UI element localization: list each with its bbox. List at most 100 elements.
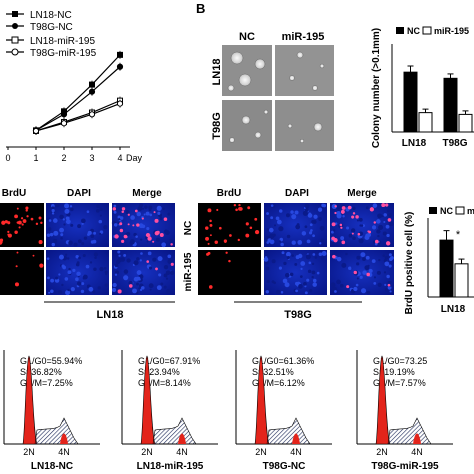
dapi-nucleus (64, 277, 69, 281)
dapi-nucleus (65, 216, 70, 221)
s-phase-fill (266, 417, 311, 445)
colony-spot (230, 51, 244, 65)
cell-cycle-g2-text: G2/M=8.14% (138, 378, 191, 388)
dapi-nucleus (304, 203, 310, 209)
growth-series-line (35, 100, 121, 132)
microscopy-tile-brdu (0, 250, 44, 295)
dapi-nucleus (148, 266, 153, 270)
dapi-nucleus (64, 203, 70, 209)
brdu-signal (26, 215, 29, 218)
colony-row-label-ln18: LN18 (211, 59, 223, 86)
s-phase-fill (152, 417, 197, 445)
dapi-nucleus (167, 212, 171, 216)
dapi-nucleus (161, 242, 167, 248)
dapi-nucleus (382, 254, 385, 257)
brdu-signal (4, 220, 8, 224)
dapi-nucleus (294, 281, 299, 286)
dapi-nucleus (295, 224, 301, 230)
dapi-nucleus (62, 265, 67, 270)
colony-spot (238, 73, 252, 87)
dapi-nucleus (278, 266, 282, 270)
brdu-signal (25, 209, 28, 212)
growth-x-tick: 3 (89, 153, 94, 163)
growth-data-point (89, 81, 95, 88)
dapi-nucleus (307, 269, 312, 274)
dapi-nucleus (166, 289, 171, 294)
brdu-signal (339, 223, 343, 227)
brdu-signal (112, 207, 117, 211)
dapi-nucleus (298, 253, 303, 259)
dapi-nucleus (118, 254, 121, 257)
brdu-signal (334, 205, 337, 208)
dapi-nucleus (310, 229, 313, 232)
growth-x-tick: 4 (117, 153, 122, 163)
dapi-nucleus (92, 290, 96, 294)
dapi-nucleus (386, 209, 390, 213)
dapi-nucleus (141, 207, 144, 210)
dapi-nucleus (55, 203, 60, 208)
dapi-nucleus (83, 236, 88, 240)
dapi-nucleus (367, 264, 370, 267)
dapi-nucleus (114, 273, 118, 276)
dapi-nucleus (47, 276, 50, 280)
brdu-signal (14, 214, 18, 219)
dapi-nucleus (386, 274, 390, 279)
dapi-nucleus (337, 215, 340, 219)
brdu-signal (134, 209, 138, 213)
dapi-nucleus (54, 278, 60, 283)
dapi-nucleus (80, 289, 85, 294)
brdu-signal (247, 206, 251, 210)
dapi-nucleus (69, 205, 73, 208)
brdu-signal (332, 254, 336, 259)
bar-mir195 (418, 112, 433, 133)
dapi-nucleus (139, 259, 142, 262)
dapi-nucleus (165, 277, 169, 280)
dapi-nucleus (376, 270, 381, 275)
dapi-nucleus (284, 282, 290, 288)
colony-x-label-t98g: T98G (442, 138, 467, 149)
brdu-col-label-dapi-t98g: DAPI (285, 188, 309, 199)
brdu-signal (334, 211, 337, 215)
dapi-nucleus (114, 270, 120, 275)
dapi-nucleus (376, 219, 381, 224)
dapi-nucleus (57, 290, 63, 295)
dapi-nucleus (63, 223, 66, 226)
dapi-nucleus (156, 205, 162, 211)
dapi-nucleus (90, 240, 95, 244)
dapi-nucleus (312, 253, 316, 256)
dapi-nucleus (336, 279, 341, 285)
dapi-nucleus (82, 253, 86, 258)
dapi-nucleus (374, 242, 378, 246)
dapi-nucleus (271, 259, 276, 264)
brdu-signal (163, 217, 168, 221)
dapi-nucleus (362, 257, 366, 261)
dapi-nucleus (312, 278, 317, 283)
dapi-nucleus (60, 236, 63, 240)
brdu-signal (25, 206, 29, 210)
colony-y-label: Colony number (>0.1mm) (371, 28, 382, 148)
dapi-nucleus (70, 223, 74, 227)
brdu-signal (14, 282, 19, 287)
dapi-nucleus (278, 240, 281, 243)
dapi-nucleus (123, 253, 127, 257)
brdu-signal (237, 238, 240, 242)
brdu-signal (159, 233, 164, 237)
dapi-nucleus (356, 277, 359, 280)
dapi-nucleus (311, 275, 314, 279)
dapi-nucleus (387, 281, 391, 284)
colony-spot (287, 123, 293, 129)
dapi-nucleus (67, 270, 72, 275)
dapi-nucleus (348, 233, 353, 238)
dapi-nucleus (67, 288, 70, 292)
dapi-nucleus (75, 255, 79, 259)
dapi-nucleus (312, 282, 317, 287)
brdu-signal (21, 223, 24, 226)
brdu-row-label-nc: NC (183, 221, 194, 235)
brdu-signal (30, 217, 34, 221)
dapi-nucleus (299, 275, 303, 278)
brdu-signal (341, 206, 346, 210)
dapi-nucleus (304, 225, 308, 229)
dapi-nucleus (311, 262, 315, 266)
legend-marker-ln18-nc (12, 11, 18, 17)
dapi-nucleus (317, 207, 323, 212)
